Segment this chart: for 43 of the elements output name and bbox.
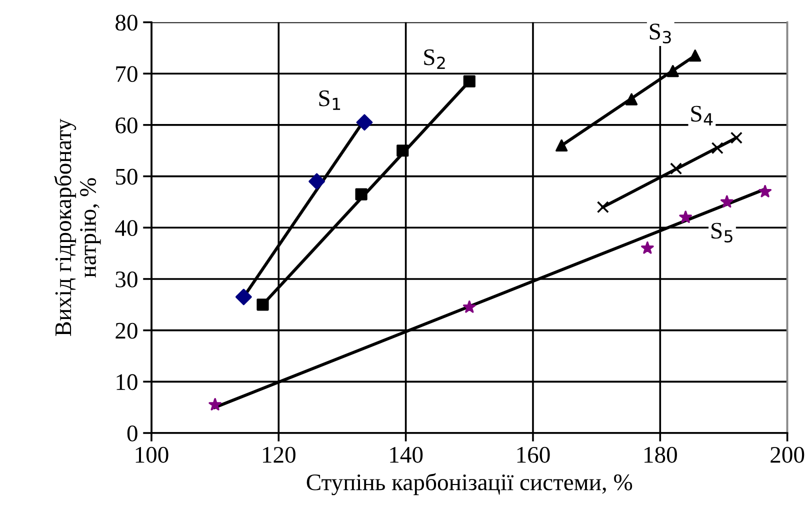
y-tick-label: 10 — [116, 374, 138, 390]
point — [641, 241, 654, 254]
y-tick-label: 30 — [116, 271, 138, 288]
point — [625, 93, 638, 106]
series-label: S$_{4}$ — [691, 106, 713, 126]
point — [208, 398, 222, 410]
y-axis-title: Вихід гідрокарбонату натрію, % — [54, 118, 101, 336]
point — [666, 64, 679, 78]
x-tick-label: 120 — [263, 446, 296, 463]
x-tick-label: 180 — [644, 446, 677, 463]
y-tick-label: 60 — [116, 117, 138, 134]
y-tick-label: 70 — [116, 66, 138, 82]
series-label: S$_{3}$ — [650, 24, 671, 44]
y-tick-label: 40 — [115, 220, 138, 236]
point — [462, 300, 476, 313]
point — [355, 188, 368, 200]
series-label: S$_{2}$ — [424, 49, 445, 69]
y-tick-label: 20 — [116, 322, 138, 339]
x-tick-label: 100 — [136, 446, 168, 463]
point — [356, 114, 373, 131]
series-label: S$_{5}$ — [712, 222, 732, 243]
point — [758, 184, 772, 198]
point — [720, 195, 734, 208]
point — [556, 139, 568, 152]
point — [256, 298, 269, 311]
point — [463, 75, 476, 88]
point — [730, 132, 743, 144]
x-axis-title: Ступінь карбонізації системи, % — [306, 473, 632, 496]
x-tick-label: 200 — [770, 446, 804, 463]
point — [308, 173, 325, 190]
point — [396, 144, 409, 157]
point — [235, 288, 252, 306]
y-tick-label: 80 — [116, 14, 138, 31]
point — [689, 50, 702, 62]
x-tick-label: 160 — [517, 446, 550, 463]
y-tick-label: 0 — [127, 426, 138, 442]
point — [711, 142, 724, 154]
point — [670, 162, 682, 175]
x-tick-label: 140 — [390, 446, 423, 463]
point — [596, 201, 609, 214]
series-label: S$_{1}$ — [319, 90, 340, 110]
point — [679, 210, 692, 223]
y-tick-label: 50 — [116, 168, 138, 185]
